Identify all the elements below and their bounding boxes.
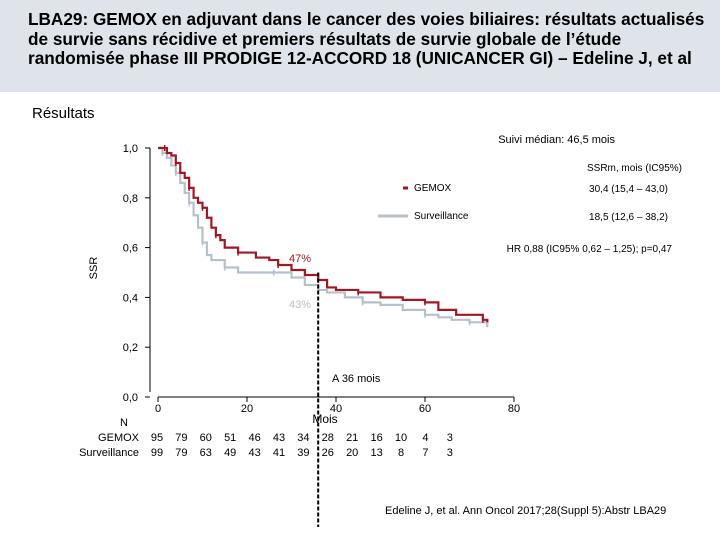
x-tick-label: 20 [241, 403, 253, 415]
title-bar: LBA29: GEMOX en adjuvant dans le cancer … [0, 0, 720, 92]
legend-gemox-median: 30,4 (15,4 – 43,0) [589, 184, 668, 195]
x-tick-label: 0 [155, 403, 161, 415]
risk-value: 79 [175, 432, 187, 444]
x-tick-label: 60 [419, 403, 431, 415]
gemox-36m-value: 47% [289, 253, 311, 265]
x-ticks: 0 20 40 60 80 [155, 397, 520, 415]
risk-value: 60 [200, 432, 212, 444]
y-axis-label: SSR [88, 257, 100, 280]
risk-value: 10 [395, 432, 407, 444]
median-followup: Suivi médian: 46,5 mois [498, 134, 615, 146]
risk-value: 99 [151, 447, 163, 459]
x-axis-label: Mois [312, 412, 337, 426]
risk-value: 20 [346, 447, 358, 459]
legend-header: SSRm, mois (IC95%) [587, 163, 682, 174]
risk-value: 63 [200, 447, 212, 459]
risk-value: 34 [297, 432, 309, 444]
risk-value: 4 [422, 432, 428, 444]
legend-surveillance-median: 18,5 (12,6 – 38,2) [589, 212, 668, 223]
y-tick-label: 0,4 [123, 292, 138, 304]
slide-title: LBA29: GEMOX en adjuvant dans le cancer … [28, 9, 705, 68]
risk-value: 79 [175, 447, 187, 459]
risk-table: N GEMOX Surveillance 95 79 60 51 46 43 34 28 21 1… [79, 417, 453, 459]
36-month-label: A 36 mois [332, 373, 381, 385]
risk-table-header: N [120, 417, 128, 429]
legend-gemox-name: GEMOX [414, 183, 452, 194]
surveillance-36m-value: 43% [289, 299, 311, 311]
y-tick-label: 0,2 [123, 342, 138, 354]
y-ticks: 1,0 0,8 0,6 0,4 0,2 0,0 [123, 143, 150, 404]
risk-value: 8 [398, 447, 404, 459]
section-heading: Résultats [32, 105, 95, 122]
risk-value: 16 [370, 432, 382, 444]
risk-value: 21 [346, 432, 358, 444]
risk-value: 3 [447, 447, 453, 459]
risk-value: 95 [151, 432, 163, 444]
curve-surveillance [158, 146, 489, 328]
citation: Edeline J, et al. Ann Oncol 2017;28(Supp… [385, 505, 667, 517]
risk-value: 46 [248, 432, 260, 444]
x-tick-label: 40 [330, 403, 342, 415]
risk-value: 41 [273, 447, 285, 459]
risk-row-label-gemox: GEMOX [98, 432, 140, 444]
risk-value: 49 [224, 447, 236, 459]
curve-gemox [158, 146, 489, 323]
y-tick-label: 0,8 [123, 193, 138, 205]
risk-value: 26 [322, 447, 334, 459]
risk-value: 3 [447, 432, 453, 444]
risk-value: 39 [297, 447, 309, 459]
risk-row-label-surveillance: Surveillance [79, 447, 139, 459]
y-tick-label: 0,0 [123, 392, 138, 404]
legend-surveillance-name: Surveillance [414, 211, 469, 222]
risk-value: 51 [224, 432, 236, 444]
x-tick-label: 80 [508, 403, 520, 415]
hr-text: HR 0,88 (IC95% 0,62 – 1,25); p=0,47 [507, 244, 673, 255]
risk-value: 13 [370, 447, 382, 459]
y-tick-label: 1,0 [123, 143, 138, 155]
axes [149, 148, 514, 398]
survival-curves [158, 145, 489, 328]
risk-value: 28 [322, 432, 334, 444]
risk-values: 95 79 60 51 46 43 34 28 21 16 10 4 399 79 63 49 43 41 39 26… [151, 432, 453, 459]
risk-value: 7 [422, 447, 428, 459]
risk-value: 43 [273, 432, 285, 444]
risk-value: 43 [248, 447, 260, 459]
y-tick-label: 0,6 [123, 243, 138, 255]
